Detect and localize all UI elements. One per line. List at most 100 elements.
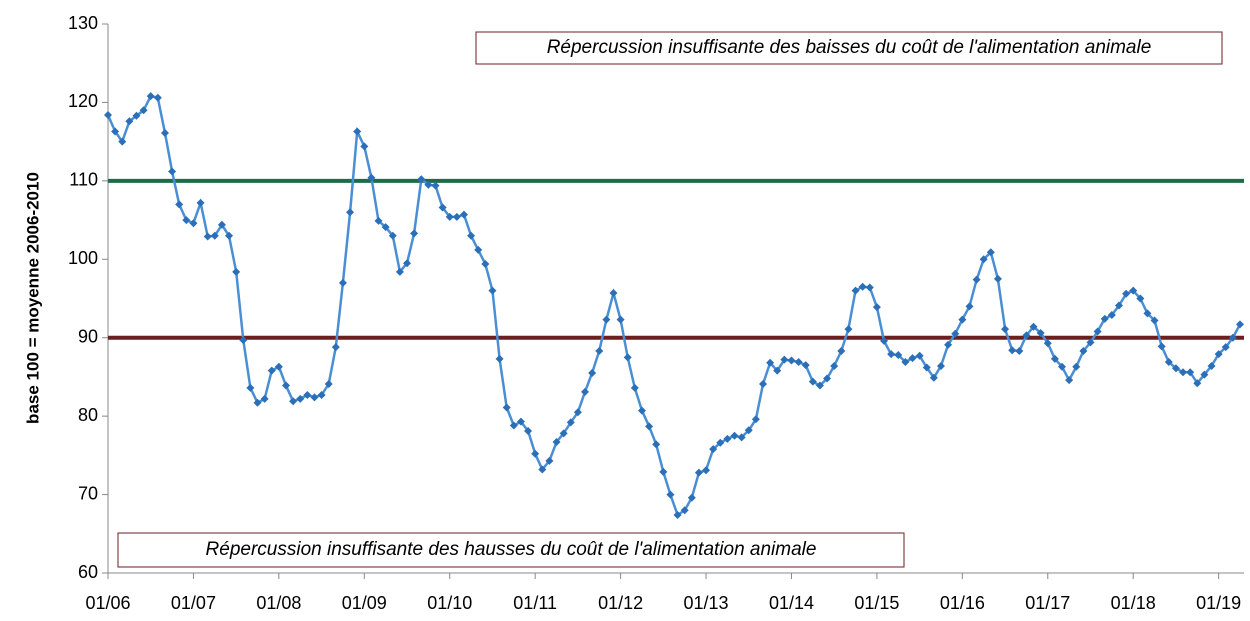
data-point: [196, 198, 205, 207]
data-point: [1179, 368, 1188, 377]
data-point: [908, 354, 917, 363]
data-point: [346, 208, 355, 217]
data-point: [1079, 347, 1088, 356]
data-point: [281, 381, 290, 390]
data-point: [353, 127, 362, 136]
data-point: [260, 394, 269, 403]
data-point: [844, 325, 853, 334]
x-tick-label: 01/19: [1196, 593, 1241, 613]
data-point: [758, 379, 767, 388]
data-point: [901, 358, 910, 367]
x-tick-label: 01/15: [854, 593, 899, 613]
data-point: [559, 429, 568, 438]
data-point: [1015, 347, 1024, 356]
data-point: [459, 210, 468, 219]
data-point: [274, 362, 283, 371]
data-point: [630, 383, 639, 392]
data-point: [652, 440, 661, 449]
data-point: [502, 403, 511, 412]
data-point: [481, 259, 490, 268]
data-point: [1164, 358, 1173, 367]
data-point: [146, 92, 155, 101]
data-point: [979, 255, 988, 264]
data-point: [929, 373, 938, 382]
data-point: [1228, 333, 1237, 342]
x-tick-label: 01/11: [513, 593, 557, 613]
data-point: [474, 245, 483, 254]
data-point: [951, 329, 960, 338]
data-point: [744, 426, 753, 435]
data-point: [880, 336, 889, 345]
data-point: [1022, 331, 1031, 340]
x-tick-label: 01/18: [1111, 593, 1156, 613]
x-tick-label: 01/13: [684, 593, 729, 613]
data-point: [801, 361, 810, 370]
data-line: [106, 94, 1242, 517]
y-tick-label: 130: [68, 13, 98, 33]
data-point: [730, 431, 739, 440]
data-point: [1072, 362, 1081, 371]
data-point: [716, 438, 725, 447]
data-point: [104, 110, 112, 119]
data-point: [538, 465, 547, 474]
data-point: [217, 220, 226, 229]
data-point: [1043, 339, 1052, 348]
data-point: [168, 167, 177, 176]
data-point: [687, 493, 696, 502]
data-point: [958, 315, 967, 324]
data-point: [773, 366, 782, 375]
data-point: [573, 408, 582, 417]
data-point: [495, 354, 504, 363]
data-point: [936, 361, 945, 370]
data-point: [545, 456, 554, 465]
x-tick-label: 01/07: [171, 593, 216, 613]
x-tick-label: 01/08: [256, 593, 301, 613]
data-point: [922, 363, 931, 372]
data-point: [1058, 362, 1067, 371]
data-point: [289, 397, 298, 406]
data-point: [1107, 310, 1116, 319]
data-point: [872, 303, 881, 312]
data-point: [1100, 314, 1109, 323]
data-point: [1143, 309, 1152, 318]
data-point: [452, 212, 461, 221]
data-point: [1001, 325, 1010, 334]
data-point: [360, 142, 369, 151]
data-point: [531, 449, 540, 458]
data-point: [1221, 343, 1230, 352]
data-point: [111, 127, 120, 136]
data-point: [623, 353, 632, 362]
data-point: [367, 173, 376, 182]
data-point: [1157, 342, 1166, 351]
data-point: [815, 381, 824, 390]
data-point: [317, 390, 326, 399]
data-point: [552, 438, 561, 447]
data-point: [232, 267, 241, 276]
data-point: [118, 137, 127, 146]
data-point: [424, 180, 433, 189]
data-point: [972, 275, 981, 284]
data-point: [823, 374, 832, 383]
data-point: [467, 231, 476, 240]
x-tick-label: 01/06: [85, 593, 130, 613]
y-tick-label: 70: [78, 483, 98, 503]
data-point: [1122, 289, 1131, 298]
data-point: [965, 302, 974, 311]
data-point: [239, 336, 248, 345]
data-point: [431, 181, 440, 190]
data-point: [737, 433, 746, 442]
data-point: [637, 406, 646, 415]
data-point: [794, 358, 803, 367]
data-point: [160, 129, 169, 138]
annotation: Répercussion insuffisante des baisses du…: [547, 37, 1152, 58]
data-point: [1086, 338, 1095, 347]
annotation-box: [475, 31, 1223, 65]
data-point: [331, 343, 340, 352]
data-point: [858, 282, 867, 291]
data-point: [723, 434, 732, 443]
data-point: [189, 219, 198, 228]
data-point: [609, 289, 618, 298]
y-tick-label: 90: [78, 326, 98, 346]
data-point: [986, 248, 995, 257]
